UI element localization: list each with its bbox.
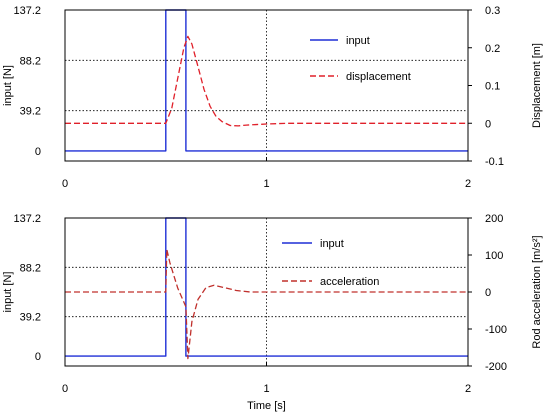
x-tick-label: 2 [465, 178, 471, 190]
acceleration-chart-panel: 0 1 2 0 39.2 88.2 137.2 -200 -100 0 100 200 input [N… [2, 213, 543, 412]
y-left-tick-label: 0 [35, 351, 41, 363]
y-left-tick-label: 39.2 [20, 106, 41, 118]
y-left-axis-label: input [N] [2, 65, 14, 106]
y-right-tick-label: 200 [485, 213, 503, 225]
x-tick-label: 0 [62, 383, 68, 395]
y-right-axis-label: Displacement [m] [531, 43, 543, 128]
legend-label-displacement: displacement [346, 71, 411, 83]
x-tick-label: 2 [465, 383, 471, 395]
y-left-tick-label: 0 [35, 146, 41, 158]
y-right-tick-label: 100 [485, 250, 503, 262]
y-right-tick-label: 0 [485, 118, 491, 130]
legend-label-acceleration: acceleration [320, 276, 379, 288]
y-left-tick-label: 88.2 [20, 55, 41, 67]
x-tick-label: 0 [62, 178, 68, 190]
x-tick-label: 1 [263, 383, 269, 395]
y-right-tick-label: 0.1 [485, 81, 500, 93]
plot-frame [64, 9, 469, 162]
x-axis-label: Time [s] [247, 400, 286, 412]
x-tick-label: 1 [263, 178, 269, 190]
y-right-tick-label: 0 [485, 287, 491, 299]
y-left-tick-label: 88.2 [20, 262, 41, 274]
input-line [65, 217, 468, 357]
displacement-line [65, 35, 468, 127]
y-right-tick-label: -100 [485, 324, 507, 336]
y-left-tick-label: 39.2 [20, 312, 41, 324]
y-right-tick-label: -0.1 [485, 156, 504, 168]
y-right-tick-label: -200 [485, 361, 507, 373]
y-left-tick-label: 137.2 [13, 213, 41, 225]
y-left-tick-label: 137.2 [13, 5, 41, 17]
y-right-axis-label: Rod acceleration [m/s²] [531, 235, 543, 348]
y-right-tick-label: 0.2 [485, 43, 500, 55]
acceleration-line [65, 248, 468, 360]
legend-label-input: input [346, 35, 370, 47]
displacement-chart-panel: 0 1 2 0 39.2 88.2 137.2 -0.1 0 0.1 0.2 0.3 input [N]… [2, 5, 543, 190]
y-left-axis-label: input [N] [2, 272, 14, 313]
y-right-tick-label: 0.3 [485, 5, 500, 17]
legend-label-input: input [320, 238, 344, 250]
